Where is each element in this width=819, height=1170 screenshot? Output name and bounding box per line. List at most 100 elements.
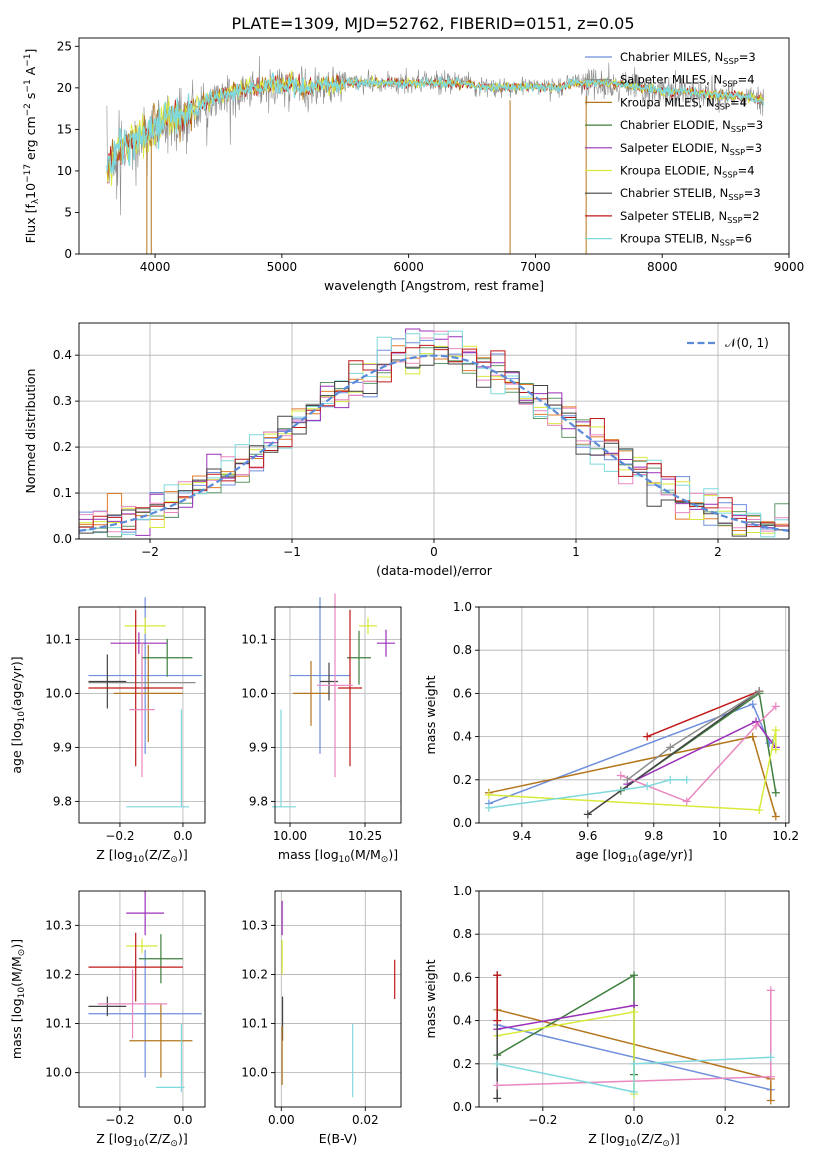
errorbar-chabrier-elodie <box>142 638 193 677</box>
weight-marker <box>748 700 757 709</box>
weight-series-chabrier-elodie <box>493 971 638 1079</box>
y-tick-label: 0.2 <box>453 1057 472 1071</box>
axes-frame <box>478 606 790 824</box>
y-tick-label: 0.2 <box>453 773 472 787</box>
x-tick-label: 0.2 <box>716 1113 735 1127</box>
y-tick-label: 15 <box>57 122 72 136</box>
weight-series-kroupa-elodie <box>484 726 780 815</box>
weight-marker <box>484 790 493 799</box>
weight-series-kroupa-miles <box>484 732 780 821</box>
weight-marker <box>755 687 764 696</box>
weight-marker <box>643 732 652 741</box>
errorbar-salpeter-elodie <box>126 891 165 936</box>
legend-entry: Kroupa ELODIE, NSSP=4 <box>620 164 755 180</box>
histogram-series <box>78 347 790 539</box>
x-tick-label: 10.00 <box>273 829 307 843</box>
weight-series-kroupa-stelib <box>484 775 691 812</box>
x-tick-label: 10.25 <box>348 829 382 843</box>
histogram-legend: 𝒩(0, 1) <box>687 336 769 350</box>
x-tick-label: 2 <box>714 545 722 559</box>
x-axis-label: (data-model)/error <box>376 563 493 578</box>
x-tick-label: −0.2 <box>105 829 134 843</box>
y-tick-label: 0.8 <box>453 927 472 941</box>
x-tick-label: 9.4 <box>512 829 531 843</box>
y-tick-label: 1.0 <box>453 600 472 614</box>
y-tick-label: 0.1 <box>53 486 72 500</box>
weight-line <box>587 690 760 816</box>
axes-frame <box>274 890 402 1108</box>
axes-frame <box>78 890 206 1108</box>
y-tick-label: 0.4 <box>453 730 472 744</box>
ticks: −0.2 0.0 10.0 10.1 10.2 10.3 <box>45 918 192 1127</box>
y-tick-label: 10.3 <box>241 918 268 932</box>
weight-marker <box>766 1096 775 1105</box>
y-tick-label: 0.4 <box>453 1014 472 1028</box>
weight-vs-metallicity-panel: −0.2 0.0 0.2 0.0 0.2 0.4 0.6 0.8 1.0 Z [log10(Z/Z… <box>423 884 790 1149</box>
normal-curve <box>78 354 790 532</box>
x-tick-label: 0.0 <box>173 829 192 843</box>
errorbar-salpeter-stelib <box>88 932 183 1002</box>
legend-entry: Chabrier ELODIE, NSSP=3 <box>620 118 763 134</box>
errorbar-chabrier-miles <box>88 949 202 1078</box>
weight-marker <box>493 1081 502 1090</box>
y-tick-label: 25 <box>57 39 72 53</box>
plot-area <box>272 593 395 808</box>
y-tick-label: 9.9 <box>249 740 268 754</box>
errorbar-salpeter-elodie <box>110 632 168 654</box>
weight-marker <box>766 986 775 995</box>
weight-marker <box>493 971 502 980</box>
ticks: 0.00 0.02 10.0 10.1 10.2 10.3 <box>241 918 378 1127</box>
y-tick-label: 5 <box>64 205 72 219</box>
x-tick-label: 0 <box>430 545 438 559</box>
y-tick-label: 10.1 <box>45 1017 72 1031</box>
legend-entry: Chabrier STELIB, NSSP=3 <box>620 186 761 202</box>
weight-marker <box>623 775 632 784</box>
x-tick-label: 10 <box>712 829 727 843</box>
errorbar-salpeter-stelib <box>338 609 362 767</box>
y-tick-label: 20 <box>57 81 72 95</box>
weight-marker <box>748 732 757 741</box>
x-axis-label: mass [log10(M/M⊙)] <box>278 847 398 865</box>
weight-marker <box>771 702 780 711</box>
x-axis-label: age [log10(age/yr)] <box>575 847 692 865</box>
spectrum-panel: Chabrier MILES, NSSP=3 Salpeter MILES, NS… <box>23 37 805 293</box>
weight-series-salpeter-miles <box>623 687 764 784</box>
y-axis-label: Flux [fλ10−17 erg cm−2 s−1 A−1] <box>23 49 41 244</box>
errorbar-chabrier-stelib <box>88 996 127 1017</box>
y-tick-label: 0.6 <box>453 686 472 700</box>
weight-line <box>497 1056 771 1093</box>
plot-area <box>88 597 202 808</box>
y-tick-label: 10.2 <box>241 967 268 981</box>
residual-histogram-panel: 𝒩(0, 1) −2 −1 0 1 2 0.0 0.1 0.2 0.3 0.4 (data-model… <box>23 322 790 578</box>
weight-marker <box>752 721 761 730</box>
plot-area <box>88 891 202 1093</box>
x-tick-label: 5000 <box>267 260 298 274</box>
x-tick-label: 1 <box>572 545 580 559</box>
weight-marker <box>583 810 592 819</box>
weight-series-salpeter-stelib <box>493 971 502 1025</box>
errorbar-chabrier-elodie <box>347 630 371 685</box>
ticks: 4000 5000 6000 7000 8000 9000 0 5 10 15 20 25 <box>57 39 805 274</box>
x-axis-label: Z [log10(Z/Z⊙)] <box>96 847 187 865</box>
x-tick-label: 4000 <box>140 260 171 274</box>
errorbar-kroupa-elodie <box>359 617 377 634</box>
weight-marker <box>630 971 638 980</box>
weight-marker <box>630 1087 638 1096</box>
ticks: −0.2 0.0 9.8 9.9 10.0 10.1 <box>45 632 192 843</box>
age-vs-metallicity-panel: −0.2 0.0 9.8 9.9 10.0 10.1 Z [log10(Z/Z⊙)] age … <box>9 597 206 865</box>
y-tick-label: 9.8 <box>249 794 268 808</box>
weight-marker <box>771 726 780 735</box>
x-tick-label: 6000 <box>393 260 424 274</box>
weight-series-kroupa-stelib <box>493 1053 775 1096</box>
errorbar-chabrier-elodie <box>138 934 183 984</box>
legend-entry: Kroupa MILES, NSSP=4 <box>620 95 747 111</box>
grid-lines <box>79 891 205 1107</box>
weight-marker <box>771 745 780 754</box>
y-axis-label: Normed distribution <box>23 369 38 494</box>
plot-area <box>78 328 790 539</box>
y-tick-label: 10.0 <box>241 1066 268 1080</box>
errorbar-hist_extra_pink <box>317 593 353 778</box>
weight-line <box>488 729 777 811</box>
weight-series-chabrier-elodie <box>616 689 780 797</box>
